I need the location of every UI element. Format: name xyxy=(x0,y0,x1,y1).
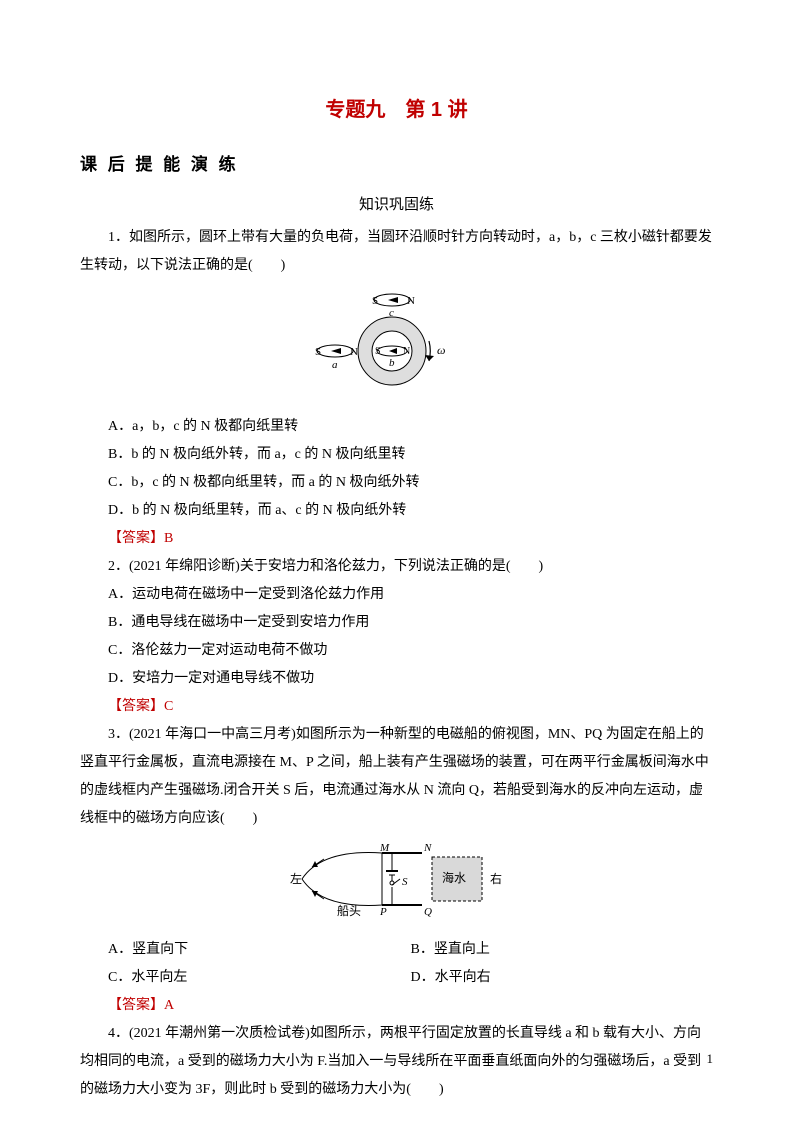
q3-options-row1: A．竖直向下 B．竖直向上 xyxy=(80,936,713,964)
q1-answer: 【答案】B xyxy=(80,525,713,553)
q3-options-row2: C．水平向左 D．水平向右 xyxy=(80,964,713,992)
q1-option-d: D．b 的 N 极向纸里转，而 a、c 的 N 极向纸外转 xyxy=(80,497,713,525)
svg-text:M: M xyxy=(379,842,390,854)
q3-stem: 3．(2021 年海口一中高三月考)如图所示为一种新型的电磁船的俯视图，MN、P… xyxy=(80,721,713,833)
q2-option-b: B．通电导线在磁场中一定受到安培力作用 xyxy=(80,609,713,637)
svg-text:N: N xyxy=(423,842,432,854)
subsection-heading: 知识巩固练 xyxy=(80,190,713,220)
q3-option-c: C．水平向左 xyxy=(108,964,411,992)
rotation-arrow-icon: ω xyxy=(425,341,445,361)
svg-text:S: S xyxy=(402,876,408,888)
page-number: 1 xyxy=(707,1046,714,1072)
svg-text:a: a xyxy=(332,359,338,371)
q2-answer: 【答案】C xyxy=(80,693,713,721)
q1-option-a: A．a，b，c 的 N 极都向纸里转 xyxy=(80,413,713,441)
svg-text:S: S xyxy=(375,346,381,357)
svg-text:ω: ω xyxy=(437,343,445,357)
title-text: 专题九 第 1 讲 xyxy=(325,99,467,121)
page-title: 专题九 第 1 讲 xyxy=(80,90,713,130)
svg-text:N: N xyxy=(403,346,410,357)
section-heading: 课 后 提 能 演 练 xyxy=(80,148,713,182)
em-boat-diagram: 左 船头 S M N P Q 海水 右 xyxy=(282,839,512,919)
svg-text:左: 左 xyxy=(290,871,302,886)
svg-text:Q: Q xyxy=(424,906,432,918)
svg-text:N: N xyxy=(350,346,358,358)
q3-option-b: B．竖直向上 xyxy=(411,936,714,964)
q3-answer: 【答案】A xyxy=(80,992,713,1020)
svg-text:b: b xyxy=(389,357,395,369)
q4-stem: 4．(2021 年潮州第一次质检试卷)如图所示，两根平行固定放置的长直导线 a … xyxy=(80,1020,713,1104)
svg-text:P: P xyxy=(379,906,387,918)
q3-figure: 左 船头 S M N P Q 海水 右 xyxy=(80,839,713,930)
q3-option-d: D．水平向右 xyxy=(411,964,714,992)
svg-text:N: N xyxy=(407,295,415,307)
q2-stem: 2．(2021 年绵阳诊断)关于安培力和洛伦兹力，下列说法正确的是( ) xyxy=(80,553,713,581)
svg-text:右: 右 xyxy=(490,871,502,886)
q1-stem: 1．如图所示，圆环上带有大量的负电荷，当圆环沿顺时针方向转动时，a，b，c 三枚… xyxy=(80,224,713,280)
ring-compass-diagram: S N c S N b S N a ω xyxy=(297,286,497,396)
svg-text:船头: 船头 xyxy=(337,904,361,918)
q3-option-a: A．竖直向下 xyxy=(108,936,411,964)
compass-c: S N c xyxy=(372,294,415,319)
svg-text:S: S xyxy=(315,346,321,358)
q2-option-d: D．安培力一定对通电导线不做功 xyxy=(80,665,713,693)
svg-text:S: S xyxy=(372,295,378,307)
q1-option-c: C．b，c 的 N 极都向纸里转，而 a 的 N 极向纸外转 xyxy=(80,469,713,497)
q2-option-a: A．运动电荷在磁场中一定受到洛伦兹力作用 xyxy=(80,581,713,609)
q1-option-b: B．b 的 N 极向纸外转，而 a，c 的 N 极向纸里转 xyxy=(80,441,713,469)
q1-figure: S N c S N b S N a ω xyxy=(80,286,713,407)
q2-option-c: C．洛伦兹力一定对运动电荷不做功 xyxy=(80,637,713,665)
svg-text:海水: 海水 xyxy=(442,870,466,885)
compass-a: S N a xyxy=(315,345,358,371)
